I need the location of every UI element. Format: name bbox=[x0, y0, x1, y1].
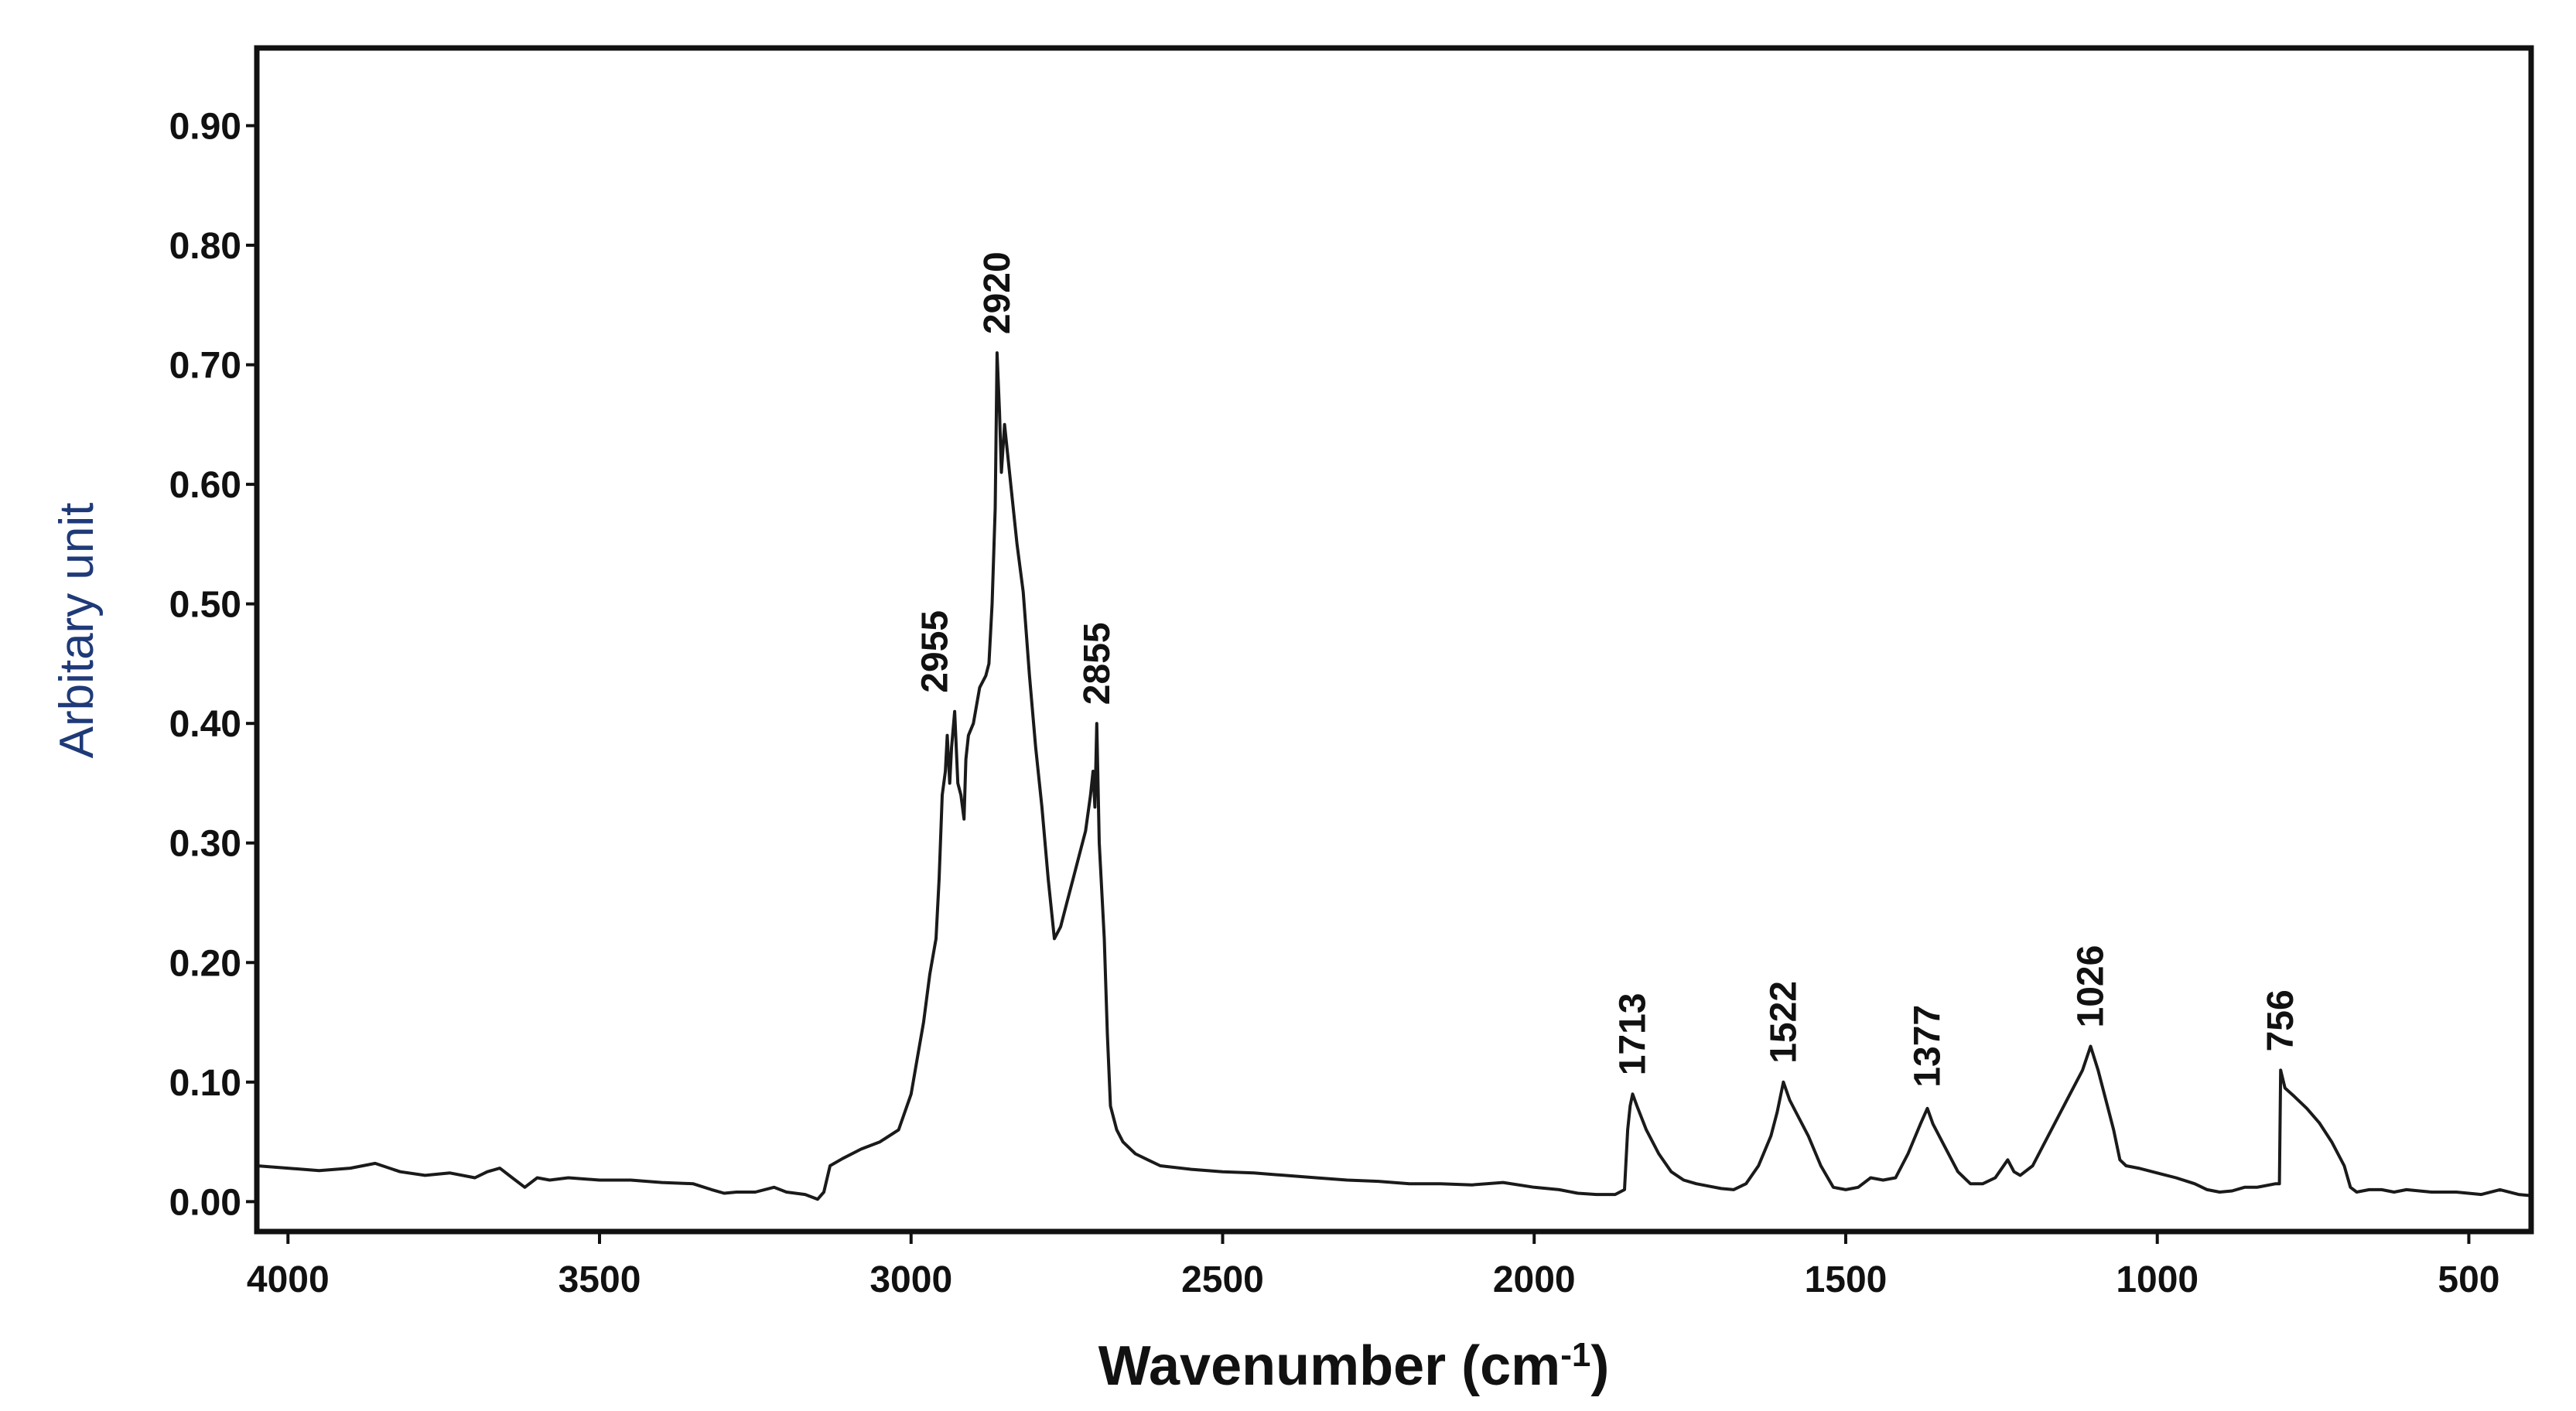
x-tick-label: 500 bbox=[2438, 1259, 2499, 1300]
x-tick-label: 3000 bbox=[869, 1259, 952, 1300]
x-tick-label: 1500 bbox=[1805, 1259, 1888, 1300]
y-tick-label: 0.30 bbox=[169, 824, 241, 865]
plot-area bbox=[256, 351, 2532, 1201]
x-tick-label: 2500 bbox=[1181, 1259, 1264, 1300]
peak-label: 2855 bbox=[1077, 622, 1118, 705]
y-tick-label: 0.00 bbox=[169, 1182, 241, 1223]
y-tick-label: 0.50 bbox=[169, 585, 241, 626]
peak-label: 756 bbox=[2260, 989, 2301, 1051]
y-tick-label: 0.20 bbox=[169, 943, 241, 984]
y-tick-label: 0.10 bbox=[169, 1063, 241, 1104]
tick-layer: 4000 3500 3000 2500 2000 1500 1000 500 0.00 0.10 0… bbox=[169, 106, 2500, 1300]
x-tick-label: 3500 bbox=[559, 1259, 641, 1300]
y-tick-label: 0.40 bbox=[169, 704, 241, 745]
plot-frame bbox=[254, 45, 2534, 1235]
peak-label: 1713 bbox=[1613, 993, 1654, 1076]
peak-label: 2920 bbox=[977, 251, 1018, 334]
x-tick-label: 4000 bbox=[247, 1259, 330, 1300]
peak-label: 1026 bbox=[2071, 945, 2112, 1028]
x-tick-label: 2000 bbox=[1493, 1259, 1576, 1300]
annotation-layer: 2955 2920 2855 1713 1522 1377 1026 756 bbox=[914, 251, 2301, 1087]
y-tick-label: 0.90 bbox=[169, 106, 241, 147]
peak-label: 1522 bbox=[1763, 981, 1804, 1064]
x-tick-label: 1000 bbox=[2116, 1259, 2198, 1300]
y-tick-label: 0.80 bbox=[169, 226, 241, 267]
peak-label: 1377 bbox=[1908, 1005, 1949, 1088]
y-tick-label: 0.60 bbox=[169, 465, 241, 506]
peak-label: 2955 bbox=[914, 610, 955, 693]
y-tick-label: 0.70 bbox=[169, 346, 241, 387]
x-axis-title: Wavenumber (cm-1) bbox=[1098, 1335, 1610, 1397]
spectrum-line bbox=[256, 351, 2532, 1201]
y-axis-title: Arbitary unit bbox=[50, 503, 104, 759]
